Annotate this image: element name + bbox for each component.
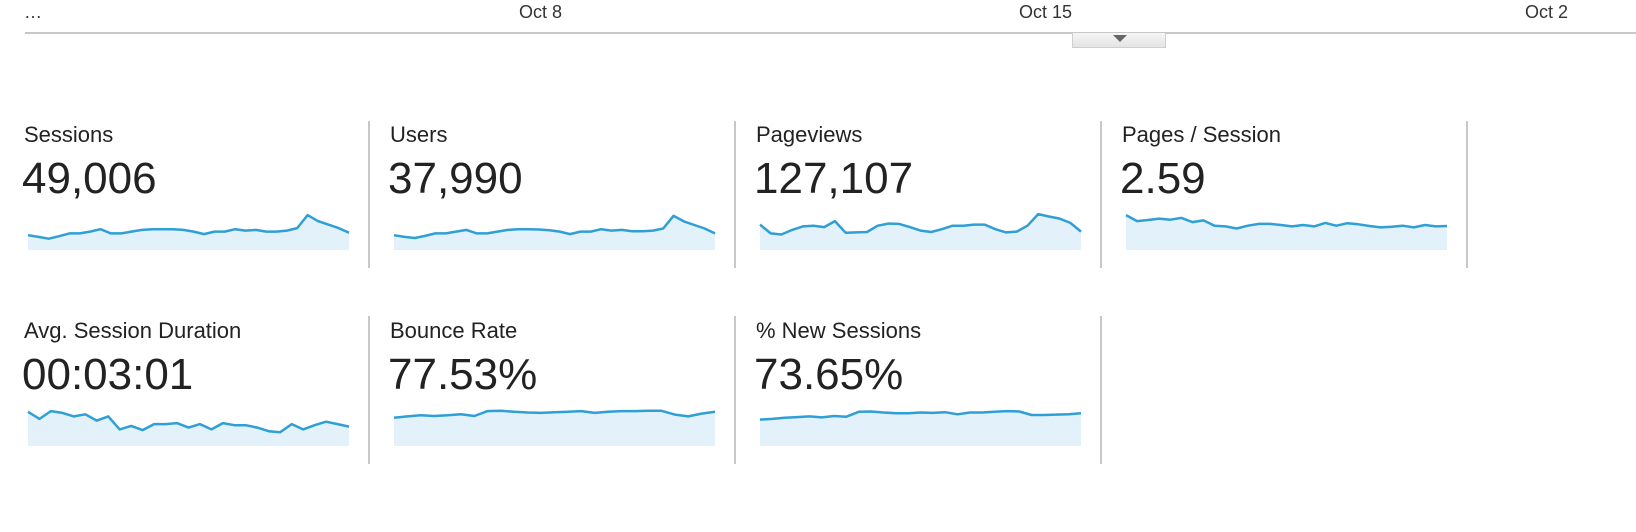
sparkline xyxy=(1125,214,1448,250)
metric-value: 49,006 xyxy=(22,154,157,203)
axis-label-oct-8: Oct 8 xyxy=(519,2,563,22)
metric-label: Bounce Rate xyxy=(390,318,518,343)
metric-value: 00:03:01 xyxy=(22,350,194,399)
sparkline-line xyxy=(27,213,350,240)
divider xyxy=(734,121,736,268)
sparkline xyxy=(27,213,350,250)
metric-value: 2.59 xyxy=(1120,154,1206,203)
metric-label: Avg. Session Duration xyxy=(24,318,242,343)
sparkline-line xyxy=(27,409,350,434)
sparkline xyxy=(27,409,350,446)
metric-label: Pages / Session xyxy=(1122,122,1281,147)
metric-label: Users xyxy=(390,122,448,147)
metric-value: 127,107 xyxy=(754,154,914,203)
sparkline-area xyxy=(760,411,1081,446)
divider xyxy=(368,316,370,464)
metric-value: 73.65% xyxy=(754,350,904,399)
metric-pages-per-session[interactable]: Pages / Session 2.59 xyxy=(1120,122,1467,270)
triangle-down-icon xyxy=(1113,35,1127,42)
sparkline-area xyxy=(28,215,349,250)
sparkline xyxy=(759,212,1082,250)
sparkline-area xyxy=(394,410,715,446)
sparkline-line xyxy=(393,409,716,420)
divider xyxy=(1100,316,1102,464)
divider xyxy=(368,121,370,268)
axis-label-ellipsis: … xyxy=(24,2,42,22)
sparkline-line xyxy=(393,214,716,240)
axis-label-oct-2x: Oct 2 xyxy=(1525,2,1569,22)
metric-value: 37,990 xyxy=(388,154,523,203)
sparkline-line xyxy=(759,212,1082,236)
metric-users[interactable]: Users 37,990 xyxy=(388,122,735,270)
sparkline-area xyxy=(1126,215,1447,250)
metric-new-sessions[interactable]: % New Sessions 73.65% xyxy=(754,318,1101,466)
metric-bounce-rate[interactable]: Bounce Rate 77.53% xyxy=(388,318,735,466)
divider xyxy=(734,316,736,464)
metric-label: Pageviews xyxy=(756,122,863,147)
sparkline-area xyxy=(394,215,715,250)
axis-line xyxy=(25,32,1636,34)
sparkline xyxy=(393,409,716,446)
metric-value: 77.53% xyxy=(388,350,538,399)
sparkline-line xyxy=(759,409,1082,421)
metric-pageviews[interactable]: Pageviews 127,107 xyxy=(754,122,1101,270)
metric-sessions[interactable]: Sessions 49,006 xyxy=(22,122,369,270)
metric-label: % New Sessions xyxy=(756,318,922,343)
metric-avg-session-duration[interactable]: Avg. Session Duration 00:03:01 xyxy=(22,318,369,466)
divider xyxy=(1466,121,1468,268)
sparkline xyxy=(759,409,1082,446)
sparkline xyxy=(393,214,716,250)
metric-label: Sessions xyxy=(24,122,114,147)
sparkline-line xyxy=(1125,214,1448,230)
divider xyxy=(1100,121,1102,268)
axis-label-oct-15: Oct 15 xyxy=(1019,2,1073,22)
expand-chart-button[interactable] xyxy=(1072,33,1166,48)
sparkline-area xyxy=(760,214,1081,250)
